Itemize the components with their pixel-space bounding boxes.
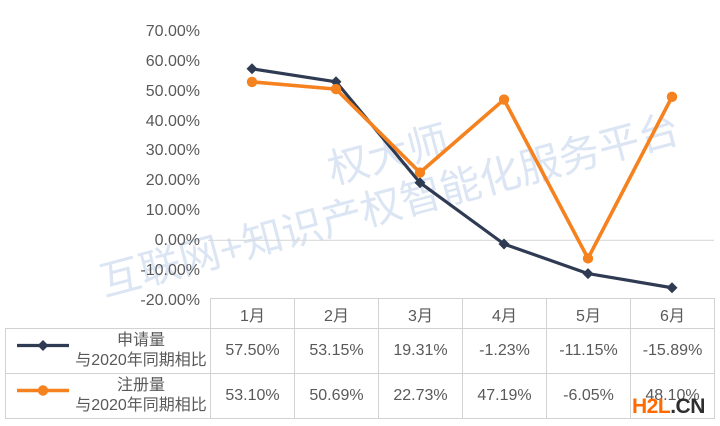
marker-circle bbox=[666, 91, 678, 103]
marker-circle bbox=[246, 76, 258, 88]
marker-circle bbox=[414, 167, 426, 178]
series-line-2 bbox=[250, 80, 674, 261]
legend-entry: 注册量与2020年同期相比 bbox=[7, 375, 210, 418]
month-header-1: 1月 bbox=[210, 298, 295, 329]
y-tick-label: 70.00% bbox=[145, 23, 200, 40]
value-cell-s2-m2: 50.69% bbox=[294, 373, 379, 419]
legend-header-spacer bbox=[6, 299, 211, 329]
legend-label-line1: 申请量 bbox=[116, 332, 165, 349]
marker-diamond bbox=[246, 63, 258, 75]
legend-entry: 申请量与2020年同期相比 bbox=[7, 330, 210, 373]
table-header-row: 1月 2月 3月 4月 5月 6月 bbox=[6, 298, 715, 329]
value-cell-s1-m5: -11.15% bbox=[546, 328, 631, 374]
legend-cell-2: 注册量与2020年同期相比 bbox=[5, 373, 211, 419]
value-cell-s2-m4: 47.19% bbox=[462, 373, 547, 419]
value-cell-s1-m2: 53.15% bbox=[294, 328, 379, 374]
site-watermark-orange: H2L bbox=[632, 395, 671, 418]
series-row-2: 注册量与2020年同期相比 53.10% 50.69% 22.73% 47.19% -6.… bbox=[5, 373, 715, 419]
value-cell-s2-m3: 22.73% bbox=[378, 373, 463, 419]
value-cell-s1-m1: 57.50% bbox=[210, 328, 295, 374]
series-row-1: 申请量与2020年同期相比 57.50% 53.15% 19.31% -1.23% -11… bbox=[5, 328, 715, 374]
value-cell-s2-m5: -6.05% bbox=[546, 373, 631, 419]
value-cell-s1-m4: -1.23% bbox=[462, 328, 547, 374]
legend-label: 注册量与2020年同期相比 bbox=[72, 375, 210, 417]
marker-circle bbox=[498, 94, 510, 105]
y-tick-label: 20.00% bbox=[145, 172, 200, 190]
line-plot bbox=[208, 63, 714, 294]
y-tick-label: 0.00% bbox=[154, 231, 200, 249]
legend-line-sample bbox=[17, 385, 69, 396]
marker-diamond bbox=[666, 282, 678, 294]
y-tick-label: 30.00% bbox=[145, 142, 200, 160]
site-watermark-dark: .CN bbox=[670, 395, 705, 418]
series-line-1 bbox=[250, 67, 674, 290]
site-watermark: H2L.CN bbox=[632, 395, 705, 419]
marker-circle bbox=[330, 83, 342, 95]
legend-label-line2: 与2020年同期相比 bbox=[75, 352, 207, 369]
y-tick-label: -10.00% bbox=[140, 261, 200, 279]
legend-line-sample bbox=[17, 340, 69, 351]
month-header-3: 3月 bbox=[378, 298, 463, 329]
month-header-4: 4月 bbox=[462, 298, 547, 329]
value-cell-s1-m3: 19.31% bbox=[378, 328, 463, 374]
marker-circle bbox=[582, 253, 594, 264]
marker-diamond bbox=[330, 76, 342, 88]
legend-marker-diamond bbox=[37, 340, 49, 351]
legend-marker-circle bbox=[37, 385, 49, 396]
marker-diamond bbox=[498, 238, 510, 250]
y-tick-label: 50.00% bbox=[145, 82, 200, 100]
y-tick-label: 60.00% bbox=[145, 52, 200, 70]
legend-label: 申请量与2020年同期相比 bbox=[72, 330, 210, 372]
month-header-6: 6月 bbox=[630, 298, 715, 329]
legend-label-line1: 注册量 bbox=[116, 377, 165, 394]
value-cell-s2-m1: 53.10% bbox=[210, 373, 295, 419]
data-table: 1月 2月 3月 4月 5月 6月 申请量 与2020年同期相比 57.50% 53.15% 19.… bbox=[5, 298, 715, 419]
legend-label-line2: 与2020年同期相比 bbox=[75, 397, 207, 414]
month-header-5: 5月 bbox=[546, 298, 631, 329]
y-tick-label: 40.00% bbox=[145, 112, 200, 130]
month-header-2: 2月 bbox=[294, 298, 379, 329]
value-cell-s2-m6: 48.10% bbox=[630, 373, 715, 419]
value-cell-s1-m6: -15.89% bbox=[630, 328, 715, 374]
legend-cell-1: 申请量与2020年同期相比 bbox=[5, 328, 211, 374]
y-tick-label: 10.00% bbox=[145, 202, 200, 219]
marker-diamond bbox=[414, 177, 426, 189]
marker-diamond bbox=[582, 268, 594, 280]
y-tick-label: -20.00% bbox=[140, 291, 200, 309]
